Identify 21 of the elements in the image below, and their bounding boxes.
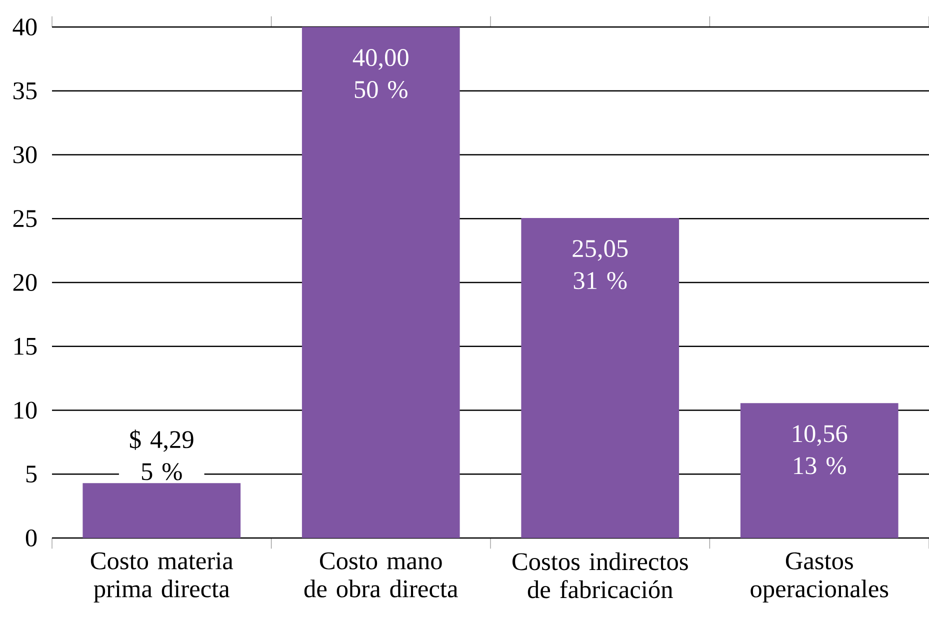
y-tick-label: 40 — [12, 18, 37, 36]
y-tick-label: 15 — [14, 338, 37, 355]
y-tick-label: 25 — [13, 210, 37, 228]
x-tick-label: Costos indirectos de fabricación — [512, 552, 688, 598]
y-tick-label: 30 — [13, 146, 37, 164]
bar — [82, 483, 241, 538]
x-tick-label: Costo materia prima directa — [90, 552, 234, 603]
data-label: $ 4,29 5 % — [130, 430, 194, 480]
bar — [521, 218, 680, 538]
data-label: 40,00 50 % — [352, 49, 408, 98]
y-tick-label: 10 — [14, 402, 37, 419]
y-tick-label: 0 — [26, 529, 37, 547]
y-tick-label: 35 — [13, 82, 37, 100]
y-tick-label: 5 — [26, 466, 37, 483]
bar — [740, 403, 898, 538]
y-tick-label: 20 — [13, 274, 37, 292]
data-label: 10,56 13 % — [793, 425, 848, 474]
bar — [302, 26, 460, 538]
x-tick-label: Gastos operacionales — [750, 552, 888, 603]
x-tick-label: Costo mano de obra directa — [304, 552, 458, 598]
data-label: 25,05 31 % — [572, 240, 628, 290]
